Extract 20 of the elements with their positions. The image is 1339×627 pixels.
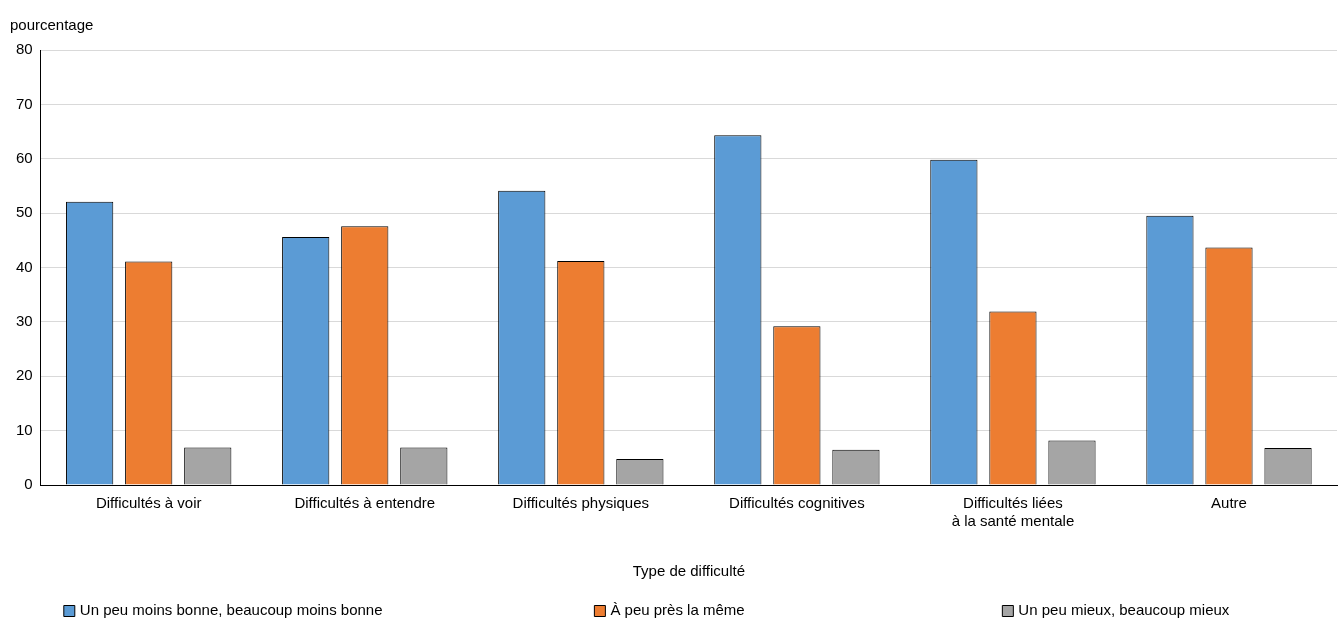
legend-label: Un peu mieux, beaucoup mieux	[1018, 601, 1230, 619]
x-tick-label: Difficultés à voir	[95, 494, 202, 512]
x-tick-label: Difficultés cognitives	[729, 494, 865, 512]
y-tick-label: 40	[16, 257, 33, 275]
y-axis-title: pourcentage	[10, 16, 94, 34]
y-tick-label: 80	[16, 40, 33, 58]
x-tick-label: Difficultés liées à la santé mentale	[951, 494, 1075, 530]
y-tick-label: 50	[16, 203, 33, 221]
x-tick-label: Autre	[1211, 494, 1247, 512]
y-tick-label: 20	[16, 366, 33, 384]
x-tick-label: Difficultés à entendre	[294, 494, 436, 512]
y-tick-label: 60	[16, 148, 33, 166]
legend-label: À peu près la même	[610, 601, 745, 619]
x-tick-label: Difficultés physiques	[512, 494, 650, 512]
y-tick-label: 0	[24, 475, 33, 493]
y-tick-label: 10	[16, 420, 33, 438]
y-tick-label: 70	[16, 94, 33, 112]
legend-label: Un peu moins bonne, beaucoup moins bonne	[79, 601, 383, 619]
y-tick-label: 30	[16, 312, 33, 330]
x-axis-title: Type de difficulté	[632, 562, 745, 580]
